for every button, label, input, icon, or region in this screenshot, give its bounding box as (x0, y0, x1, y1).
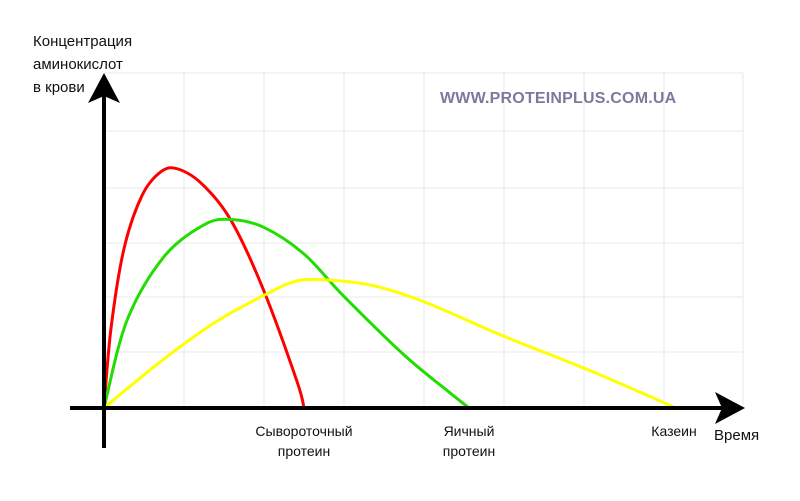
y-axis-arrow (88, 73, 120, 103)
series-label-line: Яичный (443, 423, 495, 439)
series-label-egg: Яичный протеин (443, 421, 495, 461)
series-label-whey: Сывороточный протеин (255, 421, 352, 461)
series-label-line: Казеин (651, 423, 697, 439)
series-label-line: протеин (277, 443, 331, 459)
y-axis-label: Концентрация аминокислот в крови (33, 33, 133, 96)
series-line-whey (102, 166, 306, 410)
x-axis-arrow (715, 392, 745, 424)
series-line-casein (102, 277, 676, 410)
series-label-casein: Казеин (651, 421, 696, 441)
series-line-egg (102, 217, 471, 410)
x-axis-label: Время (714, 427, 760, 444)
series-label-line: протеин (442, 443, 496, 459)
series-label-line: Сывороточный (255, 423, 353, 439)
watermark: WWW.PROTEINPLUS.COM.UA (440, 90, 677, 107)
